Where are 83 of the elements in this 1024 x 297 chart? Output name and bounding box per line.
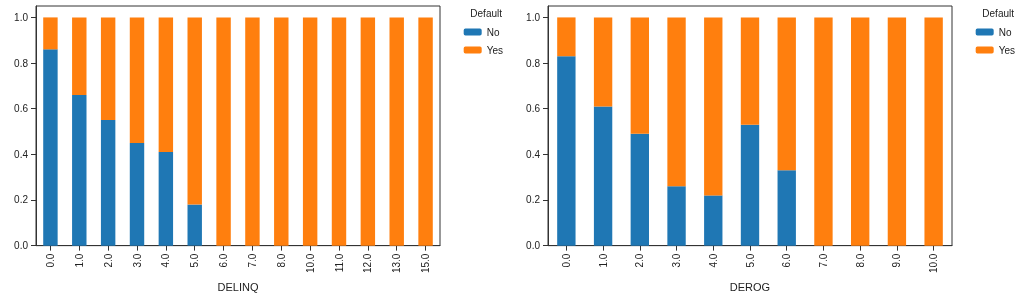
x-tick-label: 0.0 — [44, 253, 56, 268]
legend-label: No — [998, 26, 1012, 38]
x-tick-label: 3.0 — [131, 253, 143, 268]
x-tick-label: 8.0 — [275, 253, 287, 268]
x-tick-label: 0.0 — [560, 253, 572, 268]
bar — [43, 49, 58, 246]
y-tick-label: 0.4 — [526, 148, 541, 160]
bar — [814, 17, 833, 246]
x-tick-label: 7.0 — [246, 253, 258, 268]
bar — [245, 17, 260, 246]
bar — [100, 120, 116, 246]
bar — [667, 186, 686, 246]
x-axis-title: DEROG — [729, 280, 771, 293]
bar — [924, 17, 943, 246]
x-tick-label: 1.0 — [597, 253, 609, 268]
bar — [777, 170, 796, 246]
y-tick-label: 0.4 — [14, 148, 29, 160]
bar — [667, 17, 686, 187]
bar — [331, 17, 347, 246]
bar — [777, 17, 796, 171]
bar — [593, 106, 613, 246]
bar — [72, 17, 87, 96]
bar — [129, 142, 145, 246]
y-tick-label: 0.0 — [526, 240, 541, 252]
bar — [187, 17, 202, 205]
bar — [704, 17, 723, 196]
x-tick-label: 9.0 — [891, 253, 903, 268]
legend-title: Default — [982, 7, 1015, 19]
bar — [158, 17, 174, 153]
bar — [851, 17, 870, 246]
y-tick-label: 1.0 — [526, 11, 541, 23]
bar — [593, 17, 613, 107]
bar — [72, 95, 87, 246]
x-tick-label: 5.0 — [189, 253, 201, 268]
bar — [216, 17, 231, 246]
bar — [389, 17, 404, 246]
bar — [100, 17, 116, 121]
x-tick-label: 15.0 — [420, 253, 432, 274]
bar — [158, 152, 174, 246]
x-tick-label: 8.0 — [854, 253, 866, 268]
x-tick-label: 10.0 — [304, 253, 316, 274]
bar — [887, 17, 907, 246]
y-tick-label: 0.2 — [14, 194, 29, 206]
y-tick-label: 1.0 — [14, 11, 29, 23]
y-tick-label: 0.0 — [14, 240, 29, 252]
y-tick-label: 0.8 — [526, 57, 541, 69]
y-tick-label: 0.8 — [14, 57, 29, 69]
x-tick-label: 12.0 — [362, 253, 374, 274]
legend-title: Default — [470, 7, 503, 19]
bar — [274, 17, 289, 246]
x-tick-label: 2.0 — [634, 253, 646, 268]
bar — [360, 17, 376, 246]
bar — [129, 17, 145, 143]
bar — [187, 204, 202, 246]
x-tick-label: 4.0 — [160, 253, 172, 268]
legend-label: No — [486, 26, 500, 38]
bar — [630, 17, 649, 134]
bar — [740, 17, 760, 125]
legend-label: Yes — [998, 44, 1016, 56]
bar — [740, 124, 760, 246]
bar — [630, 133, 649, 246]
bar — [557, 56, 576, 246]
x-axis-title: DELINQ — [217, 280, 259, 293]
y-tick-label: 0.2 — [526, 194, 541, 206]
y-tick-label: 0.6 — [526, 103, 541, 115]
y-tick-label: 0.6 — [14, 103, 29, 115]
x-tick-label: 1.0 — [73, 253, 85, 268]
bar — [418, 17, 433, 246]
x-tick-label: 5.0 — [744, 253, 756, 268]
bar — [43, 17, 58, 50]
x-tick-label: 13.0 — [391, 253, 403, 274]
x-tick-label: 6.0 — [218, 253, 230, 268]
x-tick-label: 10.0 — [928, 253, 940, 274]
legend-label: Yes — [486, 44, 504, 56]
x-tick-label: 3.0 — [671, 253, 683, 268]
x-tick-label: 7.0 — [817, 253, 829, 268]
bar — [557, 17, 576, 57]
bar — [704, 195, 723, 246]
x-tick-label: 6.0 — [781, 253, 793, 268]
x-tick-label: 11.0 — [333, 253, 345, 273]
x-tick-label: 4.0 — [707, 253, 719, 268]
bar — [302, 17, 318, 246]
x-tick-label: 2.0 — [102, 253, 114, 268]
